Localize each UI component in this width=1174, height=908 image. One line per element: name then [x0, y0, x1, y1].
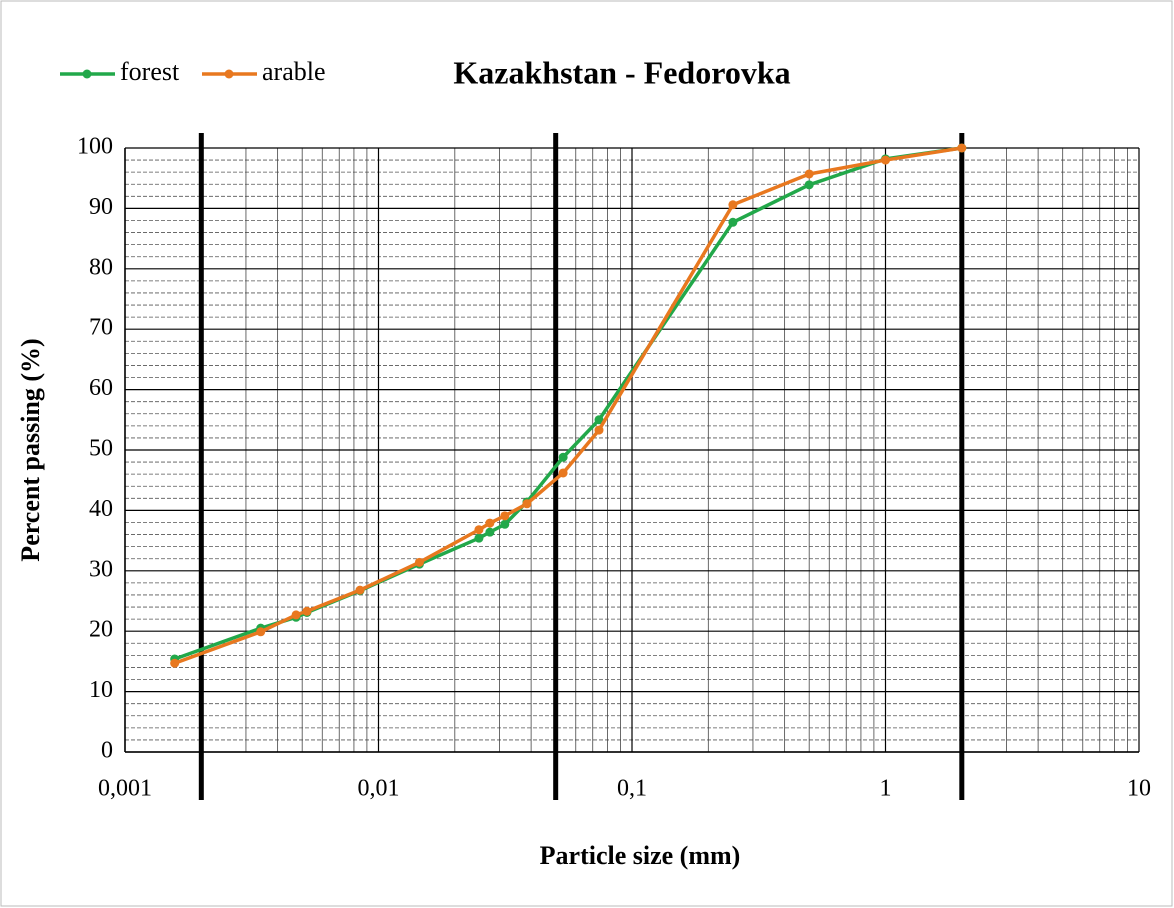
y-tick-label: 10 [89, 677, 113, 703]
x-tick-label: 1 [880, 776, 892, 802]
y-tick-label: 90 [89, 194, 113, 220]
point [256, 627, 266, 637]
y-tick-label: 100 [77, 134, 113, 160]
point [485, 527, 495, 537]
legend-label: forest [120, 57, 180, 86]
y-tick-label: 80 [89, 254, 113, 280]
point [881, 155, 890, 165]
point [170, 658, 180, 668]
y-tick-label: 70 [89, 315, 113, 341]
y-tick-label: 20 [89, 617, 113, 643]
x-tick-label: 0,001 [98, 776, 152, 802]
point [355, 585, 365, 595]
point [804, 169, 814, 179]
legend-marker [82, 69, 92, 79]
point [728, 217, 738, 227]
y-tick-label: 0 [101, 738, 113, 764]
point [302, 606, 312, 616]
legend-label: arable [262, 57, 326, 86]
point [474, 533, 484, 543]
point [957, 143, 967, 153]
y-tick-label: 30 [89, 556, 113, 582]
chart-title: Kazakhstan - Fedorovka [453, 54, 790, 90]
y-tick-label: 50 [89, 436, 113, 462]
x-axis-label: Particle size (mm) [540, 841, 741, 870]
series-line [174, 146, 963, 665]
y-tick-label: 40 [89, 496, 113, 522]
point [728, 200, 738, 210]
point [485, 518, 495, 528]
point [291, 610, 301, 620]
x-tick-label: 10 [1127, 776, 1151, 802]
point [804, 180, 814, 190]
point [594, 425, 604, 435]
point [522, 499, 532, 509]
point [558, 468, 568, 478]
legend-marker [224, 69, 234, 79]
point [414, 557, 424, 567]
point [474, 525, 484, 535]
x-tick-label: 0,1 [617, 776, 647, 802]
point [558, 452, 568, 462]
y-axis-label: Percent passing (%) [16, 338, 45, 561]
point [594, 415, 604, 425]
x-tick-label: 0,01 [358, 776, 400, 802]
point [500, 511, 510, 521]
y-tick-label: 60 [89, 375, 113, 401]
point [500, 519, 510, 529]
